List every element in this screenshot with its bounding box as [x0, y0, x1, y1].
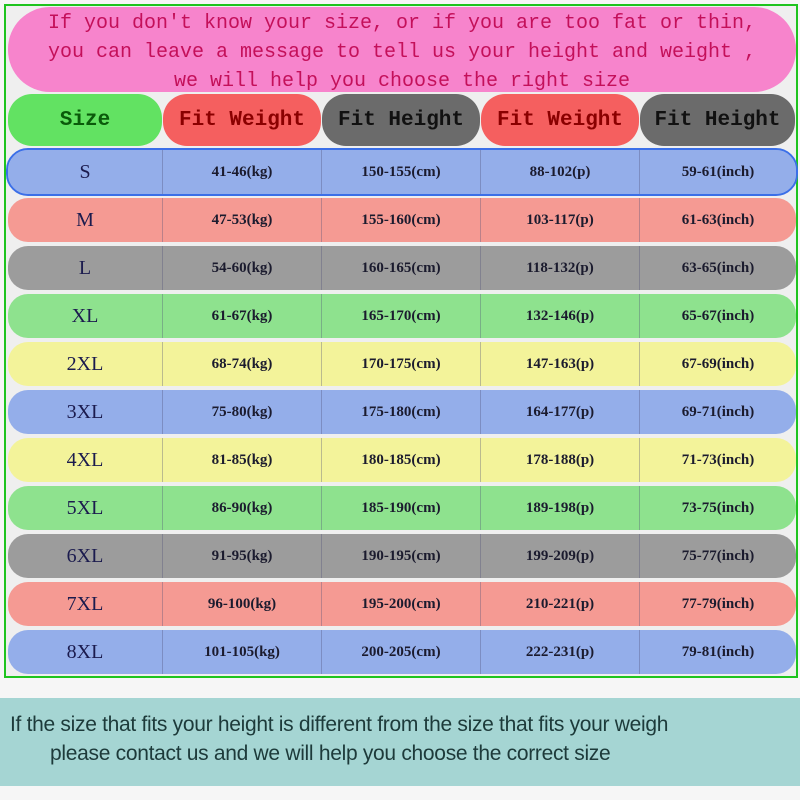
value-cell: 200-205(cm): [322, 630, 481, 674]
size-cell: S: [8, 150, 163, 194]
column-header: Size: [8, 94, 162, 146]
value-cell: 175-180(cm): [322, 390, 481, 434]
value-cell: 150-155(cm): [322, 150, 481, 194]
banner-line: we will help you choose the right size: [173, 70, 631, 93]
table-row: 3XL 75-80(kg) 175-180(cm) 164-177(p) 69-71(i…: [8, 390, 796, 434]
value-cell: 178-188(p): [481, 438, 640, 482]
value-cell: 199-209(p): [481, 534, 640, 578]
value-cell: 65-67(inch): [681, 307, 755, 324]
value-cell: 54-60(kg): [163, 246, 322, 290]
table-row: L 54-60(kg) 160-165(cm) 118-132(p) 63-65(inc…: [8, 246, 796, 290]
table-row: XL 61-67(kg) 165-170(cm) 132-146(p) 65-67(in…: [8, 294, 796, 338]
value-cell: 103-117(p): [481, 198, 640, 242]
value-cell: 170-175(cm): [322, 342, 481, 386]
size-cell: 4XL: [8, 438, 163, 482]
table-row: S 41-46(kg) 150-155(cm) 88-102(p) 59-61(inch…: [6, 148, 798, 196]
value-cell: 63-65(inch): [681, 259, 755, 276]
size-cell: 5XL: [8, 486, 163, 530]
size-cell: XL: [8, 294, 163, 338]
value-cell: 41-46(kg): [163, 150, 322, 194]
value-cell: 189-198(p): [481, 486, 640, 530]
size-cell: L: [8, 246, 163, 290]
column-header: Fit Height: [322, 94, 480, 146]
value-cell: 195-200(cm): [322, 582, 481, 626]
value-cell: 61-67(kg): [163, 294, 322, 338]
note-line: If the size that fits your height is dif…: [10, 713, 669, 736]
value-cell: 180-185(cm): [322, 438, 481, 482]
size-cell: 7XL: [8, 582, 163, 626]
value-cell: 81-85(kg): [163, 438, 322, 482]
column-header: Fit Weight: [481, 94, 639, 146]
value-cell: 73-75(inch): [681, 499, 755, 516]
value-cell: 165-170(cm): [322, 294, 481, 338]
value-cell: 47-53(kg): [163, 198, 322, 242]
table-row: 6XL 91-95(kg) 190-195(cm) 199-209(p) 75-77(i…: [8, 534, 796, 578]
value-cell: 88-102(p): [481, 150, 640, 194]
value-cell: 69-71(inch): [681, 403, 755, 420]
value-cell: 190-195(cm): [322, 534, 481, 578]
value-cell: 67-69(inch): [681, 355, 755, 372]
value-cell: 77-79(inch): [681, 595, 755, 612]
value-cell: 118-132(p): [481, 246, 640, 290]
column-header: Fit Height: [640, 94, 795, 146]
value-cell: 59-61(inch): [681, 163, 755, 180]
value-cell: 210-221(p): [481, 582, 640, 626]
table-row: 4XL 81-85(kg) 180-185(cm) 178-188(p) 71-73(i…: [8, 438, 796, 482]
value-cell: 160-165(cm): [322, 246, 481, 290]
size-help-banner: If you don't know your size, or if you a…: [8, 7, 796, 93]
size-cell: 3XL: [8, 390, 163, 434]
banner-line: If you don't know your size, or if you a…: [47, 12, 757, 35]
size-cell: 8XL: [8, 630, 163, 674]
table-row: 2XL 68-74(kg) 170-175(cm) 147-163(p) 67-69(i…: [8, 342, 796, 386]
value-cell: 222-231(p): [481, 630, 640, 674]
value-cell: 75-80(kg): [163, 390, 322, 434]
value-cell: 86-90(kg): [163, 486, 322, 530]
value-cell: 79-81(inch): [681, 643, 755, 660]
value-cell: 91-95(kg): [163, 534, 322, 578]
table-row: 8XL 101-105(kg) 200-205(cm) 222-231(p) 79-81…: [8, 630, 796, 674]
value-cell: 185-190(cm): [322, 486, 481, 530]
value-cell: 132-146(p): [481, 294, 640, 338]
size-cell: 2XL: [8, 342, 163, 386]
size-cell: M: [8, 198, 163, 242]
contact-note: If the size that fits your height is dif…: [0, 698, 800, 786]
value-cell: 71-73(inch): [681, 451, 755, 468]
value-cell: 101-105(kg): [163, 630, 322, 674]
value-cell: 164-177(p): [481, 390, 640, 434]
value-cell: 147-163(p): [481, 342, 640, 386]
table-row: 5XL 86-90(kg) 185-190(cm) 189-198(p) 73-75(i…: [8, 486, 796, 530]
value-cell: 75-77(inch): [681, 547, 755, 564]
table-row: M 47-53(kg) 155-160(cm) 103-117(p) 61-63(inc…: [8, 198, 796, 242]
value-cell: 96-100(kg): [163, 582, 322, 626]
value-cell: 155-160(cm): [322, 198, 481, 242]
column-header: Fit Weight: [163, 94, 321, 146]
note-line: please contact us and we will help you c…: [50, 742, 611, 765]
table-row: 7XL 96-100(kg) 195-200(cm) 210-221(p) 77-79(…: [8, 582, 796, 626]
value-cell: 61-63(inch): [681, 211, 755, 228]
value-cell: 68-74(kg): [163, 342, 322, 386]
size-cell: 6XL: [8, 534, 163, 578]
banner-line: you can leave a message to tell us your …: [47, 41, 757, 64]
